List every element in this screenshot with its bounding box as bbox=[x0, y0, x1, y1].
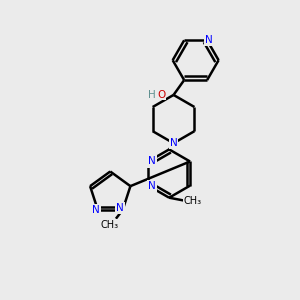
Text: H: H bbox=[148, 90, 156, 100]
Text: N: N bbox=[170, 138, 177, 148]
Text: N: N bbox=[148, 181, 156, 190]
Text: N: N bbox=[148, 157, 156, 166]
Text: O: O bbox=[158, 90, 166, 100]
Text: N: N bbox=[116, 203, 124, 213]
Text: CH₃: CH₃ bbox=[184, 196, 202, 206]
Text: N: N bbox=[92, 205, 100, 215]
Text: N: N bbox=[205, 35, 213, 45]
Text: CH₃: CH₃ bbox=[100, 220, 118, 230]
